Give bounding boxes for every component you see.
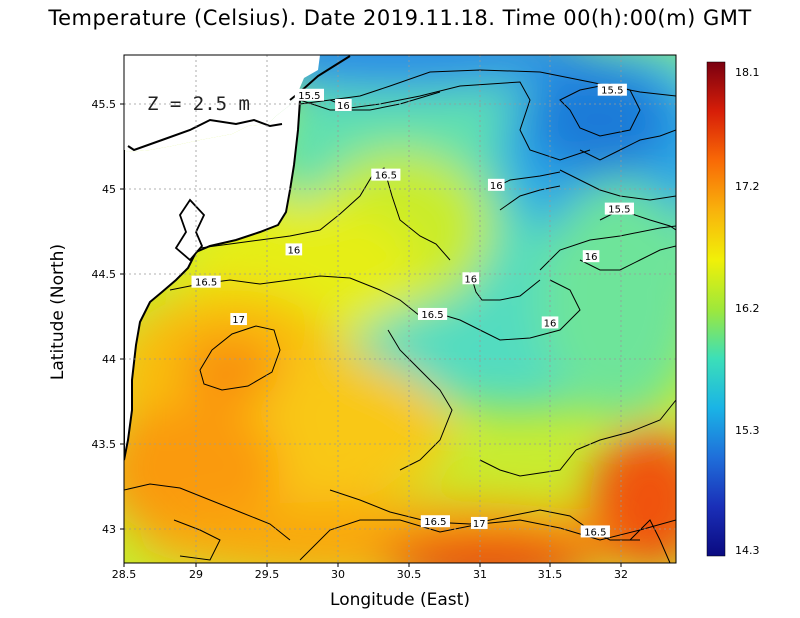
contour-label-text: 15.5 xyxy=(601,86,623,97)
contour-label: 15.5 xyxy=(294,88,325,102)
contour-label-text: 16.5 xyxy=(584,527,606,538)
map-title: Temperature (Celsius). Date 2019.11.18. … xyxy=(48,6,752,30)
contour-label: 15.5 xyxy=(597,83,627,97)
contour-label: 16.5 xyxy=(371,168,401,182)
colorbar-tick-label: 17.2 xyxy=(735,180,760,193)
contour-label-bg xyxy=(597,83,627,96)
contour-label: 16 xyxy=(582,250,600,263)
contour-label: 16 xyxy=(285,243,303,256)
x-ticks: 28.5 29 29.5 30 30.5 31 31.5 32 xyxy=(112,563,628,581)
y-tick-label: 44 xyxy=(102,353,116,366)
contour-label-text: 17 xyxy=(473,519,486,530)
colorbar-tick-label: 15.3 xyxy=(735,424,760,437)
contour-label: 16.5 xyxy=(580,525,610,538)
contour-label: 17 xyxy=(470,516,488,530)
colorbar-tick-label: 14.3 xyxy=(735,544,760,557)
contour-label: 16 xyxy=(505,36,522,49)
contour-label-bg xyxy=(294,88,325,101)
contour-label-bg xyxy=(487,178,505,191)
x-tick-label: 29 xyxy=(189,568,203,581)
plot-frame xyxy=(123,54,677,564)
x-tick-label: 28.5 xyxy=(112,568,137,581)
contour-label-bg xyxy=(230,313,247,326)
y-tick-label: 43 xyxy=(102,523,116,536)
contour-label-text: 16.5 xyxy=(375,171,397,182)
x-axis-label: Longitude (East) xyxy=(330,590,470,610)
graticule xyxy=(124,55,676,563)
contour-label-text: 16 xyxy=(287,245,300,256)
contour-labels: 16 15.5 16 15.5 16.5 16 15.5 16 16 16.5 16 16.5 16 17… xyxy=(191,36,634,538)
contour-label-bg xyxy=(191,275,221,288)
contour-label: 16 xyxy=(462,272,480,285)
contour-label: 16.5 xyxy=(420,515,450,528)
y-tick-label: 45.5 xyxy=(92,98,117,111)
contour-label-bg xyxy=(285,243,303,256)
contour-label-bg xyxy=(470,516,488,529)
x-tick-label: 30.5 xyxy=(397,568,422,581)
contour-label-bg xyxy=(462,272,480,285)
contour-label: 16 xyxy=(541,316,559,329)
contour-label-text: 16 xyxy=(544,318,557,329)
contour-label-bg xyxy=(335,98,352,111)
contour-label-bg xyxy=(505,36,522,48)
contour-label-bg xyxy=(420,515,450,528)
x-tick-label: 31.5 xyxy=(538,568,563,581)
contour-label-text: 15.5 xyxy=(608,205,630,216)
contour-label-text: 16 xyxy=(337,101,350,112)
contour-label-text: 17 xyxy=(232,315,245,326)
contour-label-text: 15.5 xyxy=(298,91,320,102)
y-tick-label: 44.5 xyxy=(92,268,117,281)
colorbar-tick-label: 16.2 xyxy=(735,302,760,315)
x-tick-label: 32 xyxy=(614,568,628,581)
y-ticks: 43 43.5 44 44.5 45 45.5 xyxy=(92,98,124,536)
contour-label-bg xyxy=(582,250,600,263)
contour-label: 16 xyxy=(487,178,505,192)
contour-label-bg xyxy=(371,168,401,181)
contour-label-text: 16 xyxy=(507,38,520,49)
contour-label: 17 xyxy=(230,313,247,326)
x-tick-label: 30 xyxy=(331,568,345,581)
x-tick-label: 29.5 xyxy=(255,568,280,581)
contour-label: 16.5 xyxy=(191,275,221,289)
y-axis-label: Latitude (North) xyxy=(48,243,68,381)
contour-label-text: 16.5 xyxy=(424,517,446,528)
temperature-field: 16 15.5 16 15.5 16.5 16 15.5 16 16 16.5 16 16.5 16 17… xyxy=(124,36,676,563)
y-tick-label: 43.5 xyxy=(92,438,117,451)
contour-label-text: 16.5 xyxy=(195,278,217,289)
contour-label-bg xyxy=(417,307,448,320)
contour-label: 15.5 xyxy=(604,202,634,216)
colorbar-tick-label: 18.1 xyxy=(735,66,760,79)
y-tick-label: 45 xyxy=(102,183,116,196)
contour-label: 16.5 xyxy=(417,307,448,321)
contour-label-bg xyxy=(580,525,610,538)
colorbar-scale xyxy=(706,61,726,557)
contour-label-bg xyxy=(541,316,559,329)
contour-label-text: 16.5 xyxy=(421,310,443,321)
contour-label-text: 16 xyxy=(464,274,477,285)
contour-label: 16 xyxy=(335,98,352,112)
depth-label: Z = 2.5 m xyxy=(147,93,250,115)
x-tick-label: 31 xyxy=(473,568,487,581)
colorbar: 18.1 17.2 16.2 15.3 14.3 xyxy=(706,61,760,557)
contour-label-text: 16 xyxy=(585,252,598,263)
contour-label-bg xyxy=(604,202,634,215)
contour-label-text: 16 xyxy=(490,181,503,192)
